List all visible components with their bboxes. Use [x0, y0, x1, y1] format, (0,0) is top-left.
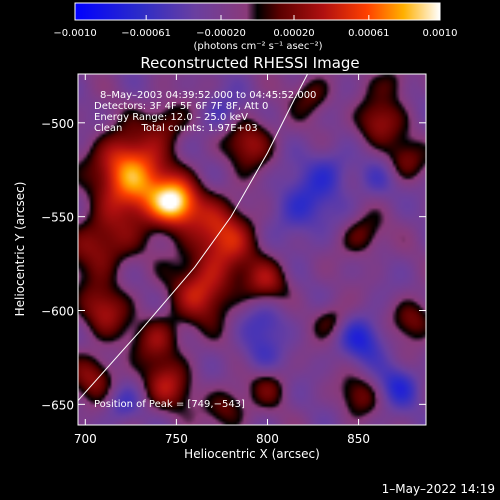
colorbar-tick-label: −0.0010 — [53, 28, 96, 39]
annotation-peak: Position of Peak = [749,−543] — [94, 399, 245, 410]
annotation-time: 8–May–2003 04:39:52.000 to 04:45:52.000 — [100, 90, 316, 101]
colorbar-unit-label: (photons cm⁻² s⁻¹ asec⁻²) — [193, 41, 322, 52]
plot-frame — [77, 73, 427, 426]
colorbar-ticks: −0.0010 −0.00061 −0.00020 0.00020 0.00061 0.0… — [53, 15, 458, 39]
solar-limb-line — [78, 74, 309, 401]
axis-ticks: 700 750 800 850 −500 −550 −600 −650 — [41, 74, 426, 446]
annotation-detectors: Detectors: 3F 4F 5F 6F 7F 8F, Att 0 — [94, 101, 268, 112]
y-tick-label: −600 — [41, 305, 74, 319]
y-tick-label: −550 — [41, 211, 74, 225]
x-tick-label: 700 — [74, 432, 97, 446]
annotation-energy: Energy Range: 12.0 – 25.0 keV — [94, 112, 248, 123]
y-axis-label: Heliocentric Y (arcsec) — [13, 182, 27, 317]
y-tick-label: −650 — [41, 398, 74, 412]
colorbar-tick-label: 0.00020 — [273, 28, 314, 39]
colorbar — [74, 2, 441, 21]
colorbar-tick-label: −0.00020 — [196, 28, 246, 39]
colorbar-tick-label: 0.00061 — [348, 28, 389, 39]
x-tick-label: 800 — [256, 432, 279, 446]
colorbar-tick-label: −0.00061 — [121, 28, 171, 39]
colorbar-tick-label: 0.0010 — [423, 28, 458, 39]
x-tick-label: 750 — [165, 432, 188, 446]
x-tick-label: 850 — [347, 432, 370, 446]
footer-timestamp: 1–May–2022 14:19 — [382, 482, 495, 496]
y-tick-label: −500 — [41, 117, 74, 131]
chart-title: Reconstructed RHESSI Image — [140, 54, 359, 72]
annotation-clean: Clean Total counts: 1.97E+03 — [94, 123, 258, 134]
heatmap-image — [78, 74, 426, 425]
x-axis-label: Heliocentric X (arcsec) — [184, 447, 320, 461]
